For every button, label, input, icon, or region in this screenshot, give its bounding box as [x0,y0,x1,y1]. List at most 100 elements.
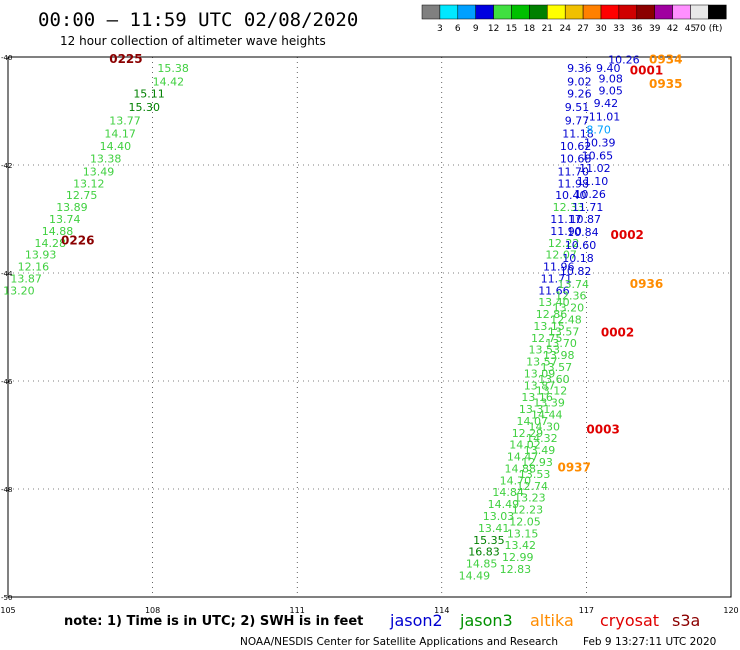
wave-height-label: 12.74 [517,480,549,493]
color-swatch [582,4,602,20]
wave-height-label: 14.84 [492,486,524,499]
wave-height-label: 13.93 [25,249,57,262]
color-scale-label: 12 [488,24,499,34]
chart-subtitle: 12 hour collection of altimeter wave hei… [60,34,326,48]
wave-height-label: 13.49 [524,444,556,457]
wave-height-label: 11.98 [557,177,589,190]
color-swatch [600,4,620,20]
wave-height-label: 13.15 [533,320,565,333]
satellite-legend: jason2 jason3 altika cryosat s3a [389,611,700,630]
wave-height-label: 9.26 [567,88,592,101]
wave-height-label: 9.51 [565,101,590,114]
wave-height-label: 13.12 [536,385,568,398]
wave-height-label: 11.66 [538,284,570,297]
footer-timestamp: Feb 9 13:27:11 UTC 2020 [583,636,716,648]
y-tick-label: -46 [1,378,13,386]
wave-height-label: 14.30 [529,420,561,433]
wave-height-label: 14.28 [35,237,66,250]
legend-item-cryosat: cryosat [600,611,659,630]
wave-height-label: 13.41 [478,522,510,535]
color-swatch [511,4,530,20]
wave-height-label: 15.35 [473,534,505,547]
wave-height-label: 13.16 [521,391,553,404]
wave-height-label: 15.38 [157,62,189,75]
wave-height-label: 13.31 [519,403,551,416]
x-tick-label: 108 [145,606,160,615]
wave-height-label: 12.16 [18,261,50,274]
color-scale-label: 15 [506,24,517,34]
color-swatch [475,4,494,20]
wave-height-label: 13.57 [548,325,580,338]
wave-height-label: 14.07 [517,415,549,428]
x-tick-label: 117 [579,606,594,615]
color-swatch [690,4,709,20]
wave-height-label: 11.96 [543,261,575,274]
color-scale-label: 42 [667,24,678,34]
wave-height-label: 14.17 [104,128,135,141]
pass-time-label: 0935 [649,77,682,91]
wave-height-label: 9.42 [594,97,619,110]
color-scale-label: 9 [473,24,479,34]
color-swatch [529,4,548,20]
wave-height-label: 10.18 [562,252,594,265]
wave-height-label: 15.30 [129,101,161,114]
legend-item-jason2: jason2 [389,611,443,630]
wave-height-label: 13.70 [545,337,577,350]
color-swatch [439,4,459,20]
wave-height-label: 13.89 [56,201,87,214]
wave-height-label: 11.90 [550,225,582,238]
wave-height-label: 11.18 [562,128,594,141]
color-scale-label: 3 [437,24,443,34]
footer-note: note: 1) Time is in UTC; 2) SWH is in fe… [64,614,363,629]
wave-height-label: 13.74 [557,278,589,291]
wave-height-label: 10.26 [608,54,640,67]
pass-time-label: 0934 [649,53,682,67]
wave-height-label: 11.71 [541,272,573,285]
wave-height-label: 10.40 [555,189,587,202]
wave-height-label: 14.88 [504,462,535,475]
wave-height-label: 10.39 [584,136,616,149]
wave-height-label: 13.53 [519,468,551,481]
color-scale-label: 70 (ft) [694,24,722,34]
wave-height-label: 16.83 [468,546,500,559]
wave-height-label: 13.15 [507,527,539,540]
data-labels: 022515.3814.4215.1115.3013.7714.1714.401… [3,52,682,582]
wave-height-label: 12.22 [548,237,580,250]
color-swatch [636,4,655,20]
wave-height-label: 13.39 [533,397,565,410]
wave-height-label: 14.47 [507,451,539,464]
wave-height-label: 9.40 [596,62,621,75]
wave-height-label: 13.03 [483,510,515,523]
wave-height-label: 13.20 [553,302,585,315]
wave-height-label: 12.36 [555,290,587,303]
wave-height-label: 14.49 [459,569,491,582]
x-tick-label: 111 [290,606,305,615]
wave-height-label: 12.48 [550,313,582,326]
wave-height-label: 10.65 [582,149,614,162]
wave-height-label: 14.32 [526,432,558,445]
color-swatch [654,4,673,20]
color-swatch [708,4,727,20]
wave-height-label: 12.75 [66,189,98,202]
wave-height-label: 10.60 [565,239,597,252]
pass-time-label: 0226 [61,234,94,248]
color-swatch [421,4,441,20]
color-scale-label: 33 [613,24,624,34]
wave-height-label: 13.77 [109,115,141,128]
pass-time-label: 0225 [109,52,142,66]
wave-height-label: 13.87 [10,272,42,285]
wave-height-label: 12.23 [512,504,544,517]
color-scale-label: 24 [559,24,571,34]
wave-height-label: 14.02 [509,439,541,452]
wave-height-label: 12.33 [553,201,585,214]
grid-lines [7,56,732,598]
wave-height-label: 9.02 [567,75,592,88]
wave-height-label: 10.82 [560,265,592,278]
wave-height-label: 8.70 [586,123,611,136]
color-swatch [457,4,476,20]
color-swatch [547,4,566,20]
wave-height-label: 13.57 [526,356,558,369]
y-tick-label: -50 [1,594,12,602]
wave-height-label: 12.83 [500,563,532,576]
